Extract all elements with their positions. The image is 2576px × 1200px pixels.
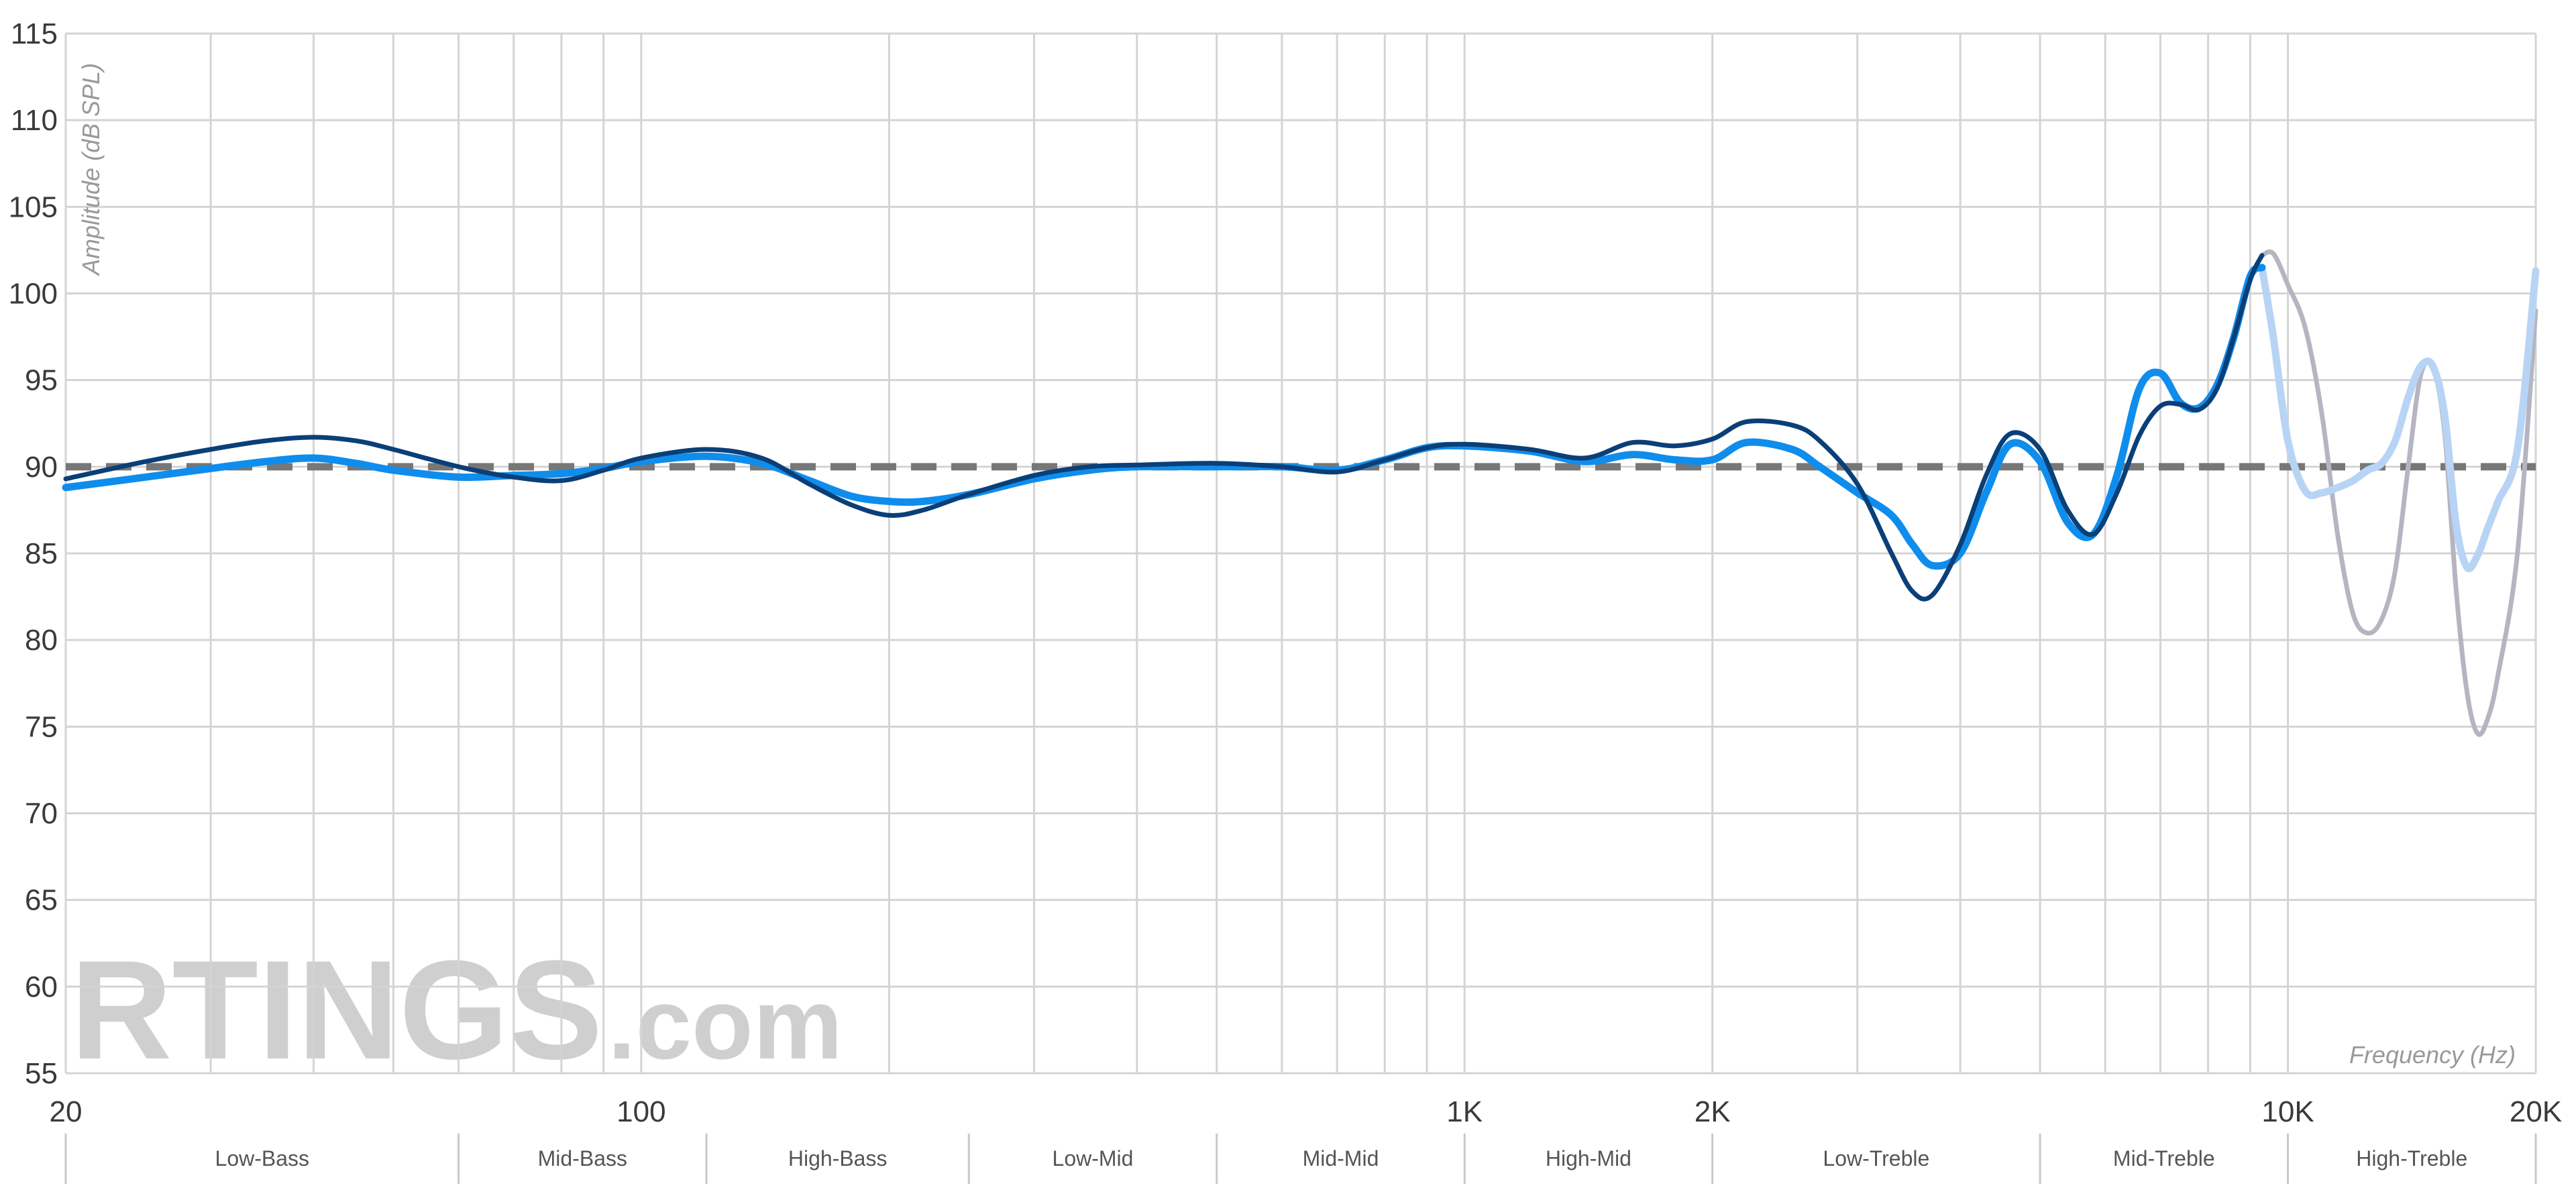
- band-label: Low-Mid: [1053, 1146, 1134, 1170]
- band-label: High-Mid: [1546, 1146, 1631, 1170]
- band-label: Mid-Treble: [2113, 1146, 2215, 1170]
- series-0-line: [62, 264, 2266, 570]
- y-tick-label: 55: [25, 1057, 58, 1090]
- series-0-extended-line: [2258, 264, 2540, 573]
- x-tick-label: 20: [50, 1095, 83, 1128]
- y-tick-label: 95: [25, 364, 58, 397]
- y-tick-label: 80: [25, 624, 58, 657]
- grid: [64, 32, 2537, 1075]
- x-axis-title: Frequency (Hz): [2349, 1041, 2516, 1069]
- y-tick-label: 105: [9, 190, 58, 223]
- band-label: High-Treble: [2356, 1146, 2467, 1170]
- watermark-suffix: .com: [608, 967, 843, 1080]
- x-tick-label: 1K: [1446, 1095, 1483, 1128]
- band-label: Low-Bass: [215, 1146, 310, 1170]
- y-axis-title: Amplitude (dB SPL): [77, 63, 105, 276]
- band-label: High-Bass: [788, 1146, 888, 1170]
- frequency-bands: Low-Bass Mid-Bass High-Bass Low-Mid Mid-Mid H…: [64, 1134, 2537, 1184]
- watermark-brand: RTINGS: [70, 931, 602, 1089]
- x-tick-label: 20K: [2510, 1095, 2562, 1128]
- series-1-extended-line: [2259, 249, 2538, 737]
- y-tick-label: 60: [25, 971, 58, 1003]
- axes: 55 60 65 70 75 80 85 90 95 100 105 110 115 20 100 1K 2K 1…: [9, 17, 2563, 1128]
- y-tick-label: 65: [25, 884, 58, 917]
- series-1-line: [63, 253, 2265, 602]
- y-tick-label: 70: [25, 798, 58, 830]
- band-label: Mid-Mid: [1303, 1146, 1379, 1170]
- band-label: Mid-Bass: [538, 1146, 627, 1170]
- watermark: RTINGS .com: [70, 931, 843, 1089]
- y-tick-label: 115: [11, 17, 58, 50]
- y-tick-label: 75: [25, 710, 58, 743]
- x-tick-label: 2K: [1695, 1095, 1731, 1128]
- series-lines: [62, 249, 2540, 737]
- y-tick-label: 110: [11, 104, 58, 137]
- y-tick-label: 90: [25, 451, 58, 484]
- y-tick-label: 100: [9, 278, 58, 311]
- y-tick-label: 85: [25, 537, 58, 570]
- x-tick-label: 100: [616, 1095, 665, 1128]
- x-tick-label: 10K: [2261, 1095, 2314, 1128]
- band-label: Low-Treble: [1823, 1146, 1929, 1170]
